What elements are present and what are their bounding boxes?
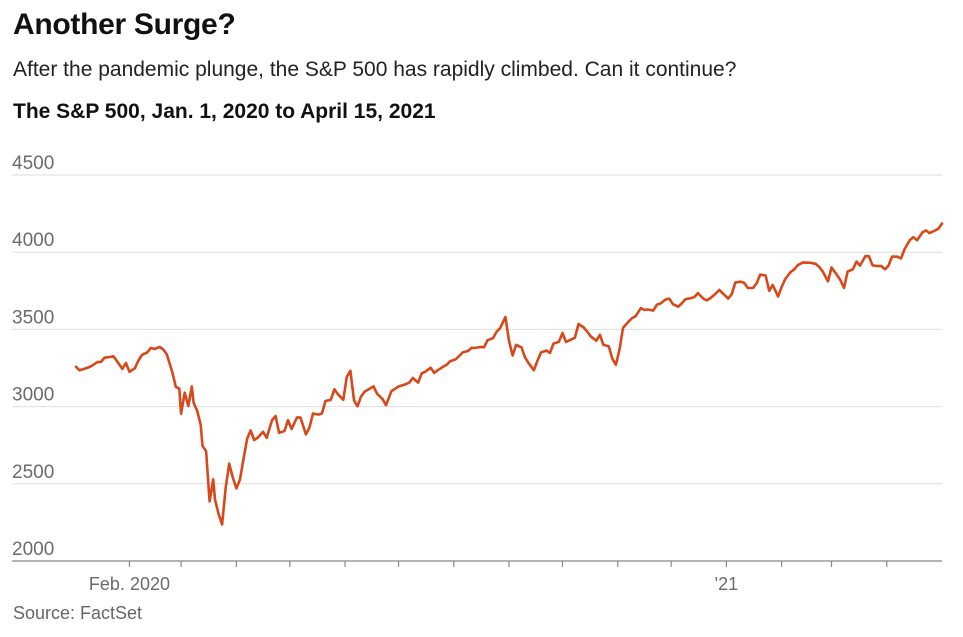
gridlines — [12, 174, 942, 485]
y-axis-tick-labels: 2000 2500 3000 3500 4000 4500 — [12, 153, 54, 560]
series-layer — [74, 222, 944, 526]
y-tick-label: 4000 — [12, 230, 54, 251]
y-tick-label: 3500 — [12, 307, 54, 328]
chart-title: The S&P 500, Jan. 1, 2020 to April 15, 2… — [13, 100, 436, 123]
line-chart: 2000 2500 3000 3500 4000 4500 Feb. 2020 '21 — [12, 153, 944, 594]
y-tick-label: 4500 — [12, 153, 54, 174]
x-tick-label: Feb. 2020 — [89, 574, 170, 594]
x-tick-label: '21 — [715, 574, 738, 594]
y-tick-label: 2500 — [12, 462, 54, 483]
y-tick-label: 2000 — [12, 539, 54, 560]
chart-subtitle: After the pandemic plunge, the S&P 500 h… — [13, 58, 737, 81]
source-note: Source: FactSet — [13, 603, 143, 623]
series-line-sp500 — [74, 222, 944, 526]
chart-headline: Another Surge? — [13, 8, 236, 41]
x-axis-tick-labels: Feb. 2020 '21 — [89, 574, 738, 594]
x-axis — [12, 560, 942, 567]
y-tick-label: 3000 — [12, 385, 54, 406]
